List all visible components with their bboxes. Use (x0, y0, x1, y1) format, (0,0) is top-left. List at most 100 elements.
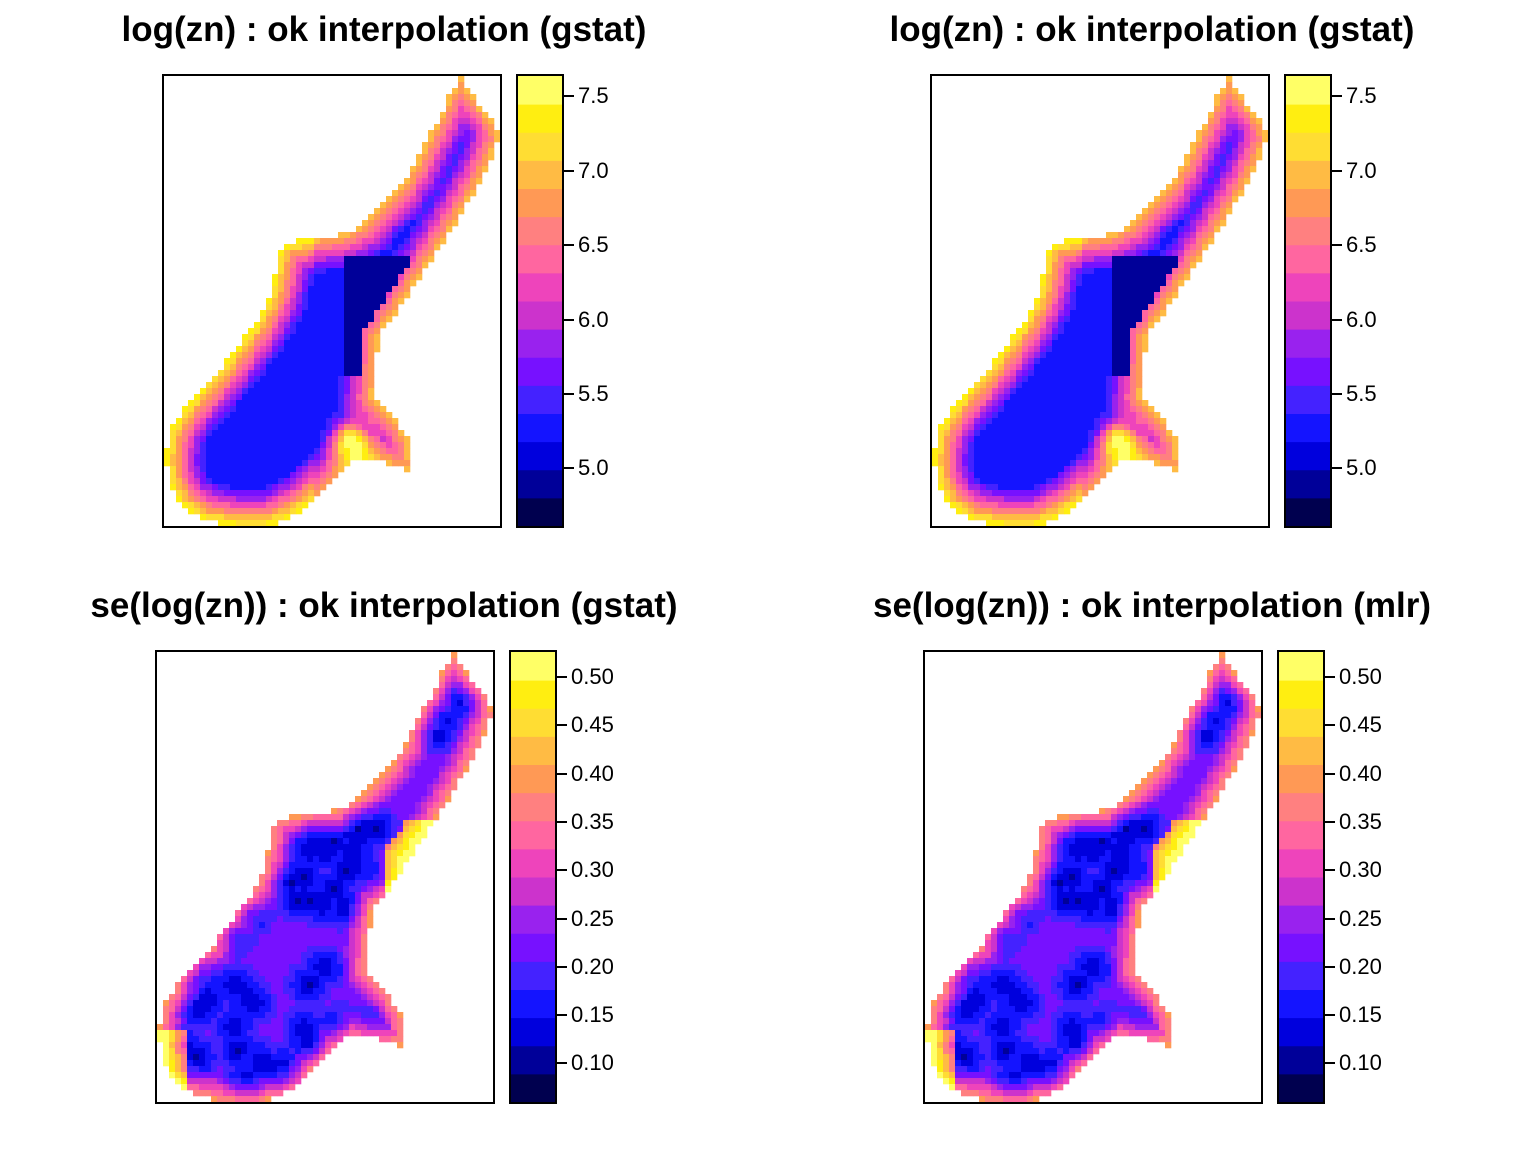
heatmap-cell (1124, 286, 1131, 293)
heatmap-cell (1058, 280, 1065, 287)
heatmap-cell (1100, 262, 1107, 269)
heatmap-cell (235, 910, 242, 917)
heatmap-cell (1016, 442, 1023, 449)
heatmap-cell (1064, 496, 1071, 503)
heatmap-cell (1136, 376, 1143, 383)
heatmap-cell (1040, 304, 1047, 311)
heatmap-cell (349, 862, 356, 869)
heatmap-cell (962, 400, 969, 407)
heatmap-cell (385, 844, 392, 851)
heatmap-cell (223, 988, 230, 995)
heatmap-cell (416, 154, 423, 161)
heatmap-cell (343, 814, 350, 821)
heatmap-cell (392, 424, 399, 431)
heatmap-cell (296, 406, 303, 413)
heatmap-cell (271, 940, 278, 947)
heatmap-cell (326, 388, 333, 395)
heatmap-cell (1094, 286, 1101, 293)
heatmap-cell (284, 376, 291, 383)
heatmap-cell (247, 1054, 254, 1061)
heatmap-cell (259, 934, 266, 941)
heatmap-cell (1184, 166, 1191, 173)
heatmap-cell (205, 1066, 212, 1073)
heatmap-cell (1028, 322, 1035, 329)
heatmap-cell (1070, 244, 1077, 251)
heatmap-cell (385, 874, 392, 881)
heatmap-cell (1046, 376, 1053, 383)
heatmap-cell (338, 328, 345, 335)
heatmap-cell (1022, 484, 1029, 491)
heatmap-cell (385, 1030, 392, 1037)
heatmap-cell (224, 418, 231, 425)
heatmap-cell (235, 1060, 242, 1067)
heatmap-cell (200, 478, 207, 485)
heatmap-cell (439, 796, 446, 803)
heatmap-cell (1196, 202, 1203, 209)
heatmap-cell (259, 1018, 266, 1025)
heatmap-cell (331, 826, 338, 833)
heatmap-cell (1190, 142, 1197, 149)
heatmap-cell (248, 352, 255, 359)
heatmap-cell (439, 688, 446, 695)
legend-band (1286, 188, 1330, 218)
heatmap-cell (1160, 424, 1167, 431)
heatmap-cell (367, 802, 374, 809)
heatmap-cell (1118, 400, 1125, 407)
panel-title: se(log(zn)) : ok interpolation (mlr) (872, 586, 1432, 625)
heatmap-cell (272, 478, 279, 485)
heatmap-cell (1219, 712, 1226, 719)
heatmap-cell (284, 382, 291, 389)
heatmap-cell (205, 1090, 212, 1097)
heatmap-cell (199, 1042, 206, 1049)
heatmap-cell (326, 250, 333, 257)
heatmap-cell (271, 850, 278, 857)
heatmap-cell (1034, 310, 1041, 317)
heatmap-cell (1022, 382, 1029, 389)
heatmap-cell (1106, 370, 1113, 377)
heatmap-cell (1088, 466, 1095, 473)
heatmap-cell (373, 1012, 380, 1019)
heatmap-cell (439, 766, 446, 773)
heatmap-cell (1166, 448, 1173, 455)
heatmap-cell (284, 490, 291, 497)
heatmap-cell (470, 136, 477, 143)
heatmap-cell (313, 814, 320, 821)
heatmap-cell (199, 1078, 206, 1085)
heatmap-cell (1220, 160, 1227, 167)
heatmap-cell (1243, 700, 1250, 707)
heatmap-cell (1064, 358, 1071, 365)
heatmap-cell (445, 676, 452, 683)
heatmap-cell (1028, 352, 1035, 359)
heatmap-cell (337, 982, 344, 989)
heatmap-cell (974, 412, 981, 419)
heatmap-cell (241, 1066, 248, 1073)
heatmap-cell (163, 1012, 170, 1019)
heatmap-cell (284, 472, 291, 479)
heatmap-cell (241, 1072, 248, 1079)
heatmap-cell (445, 766, 452, 773)
heatmap-cell (1238, 118, 1245, 125)
heatmap-cell (199, 976, 206, 983)
heatmap-cell (470, 166, 477, 173)
heatmap-cell (992, 418, 999, 425)
heatmap-cell (361, 964, 368, 971)
heatmap-cell (986, 520, 993, 526)
heatmap-cell (1112, 232, 1119, 239)
heatmap-cell (1052, 370, 1059, 377)
heatmap-cell (368, 238, 375, 245)
heatmap-cell (223, 1066, 230, 1073)
heatmap-cell (446, 196, 453, 203)
heatmap-cell (1148, 436, 1155, 443)
heatmap-cell (1124, 316, 1131, 323)
heatmap-cell (1004, 484, 1011, 491)
heatmap-cell (277, 880, 284, 887)
heatmap-cell (440, 226, 447, 233)
heatmap-cell (392, 244, 399, 251)
heatmap-cell (392, 292, 399, 299)
heatmap-cell (457, 694, 464, 701)
heatmap-cell (415, 724, 422, 731)
heatmap-cell (1100, 352, 1107, 359)
heatmap-cell (337, 916, 344, 923)
heatmap-cell (307, 1018, 314, 1025)
heatmap-cell (1226, 166, 1233, 173)
